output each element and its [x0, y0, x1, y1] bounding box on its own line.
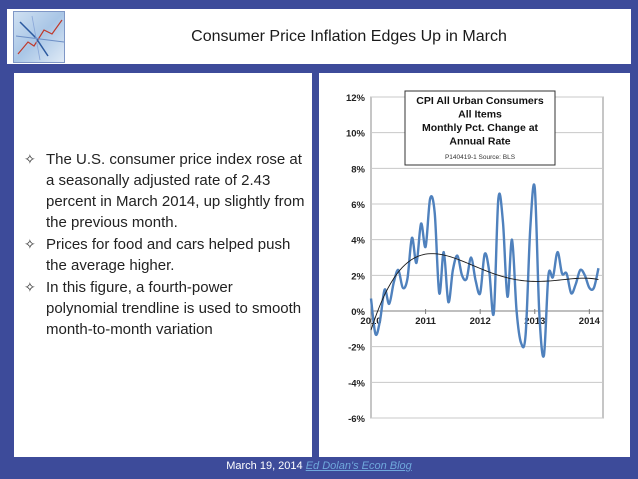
bullet-text: In this figure, a fourth-power polynomia…: [46, 279, 302, 338]
chart-source: P140419-1 Source: BLS: [445, 154, 516, 161]
bullet-item: ✧ In this figure, a fourth-power polynom…: [24, 277, 308, 340]
y-tick-label: -2%: [348, 343, 365, 354]
chart-title-line: Monthly Pct. Change at: [422, 122, 539, 134]
x-tick-label: 2013: [524, 316, 545, 327]
bullet-list: ✧ The U.S. consumer price index rose at …: [24, 149, 308, 341]
blog-logo-image: [13, 11, 65, 63]
map-graphic: [15, 15, 64, 61]
y-tick-label: 10%: [346, 129, 366, 140]
bullet-text: Prices for food and cars helped push the…: [46, 236, 291, 274]
bullet-text: The U.S. consumer price index rose at a …: [46, 151, 305, 231]
chart-title-box: [404, 90, 556, 166]
y-tick-label: -6%: [348, 414, 365, 425]
chart-title-line: Annual Rate: [449, 136, 510, 148]
chart-title-line: All Items: [458, 109, 502, 121]
star-bullet-icon: ✧: [24, 236, 36, 252]
bullet-item: ✧ Prices for food and cars helped push t…: [24, 234, 308, 276]
y-tick-label: 0%: [351, 307, 365, 318]
y-tick-label: 6%: [351, 200, 365, 211]
star-bullet-icon: ✧: [24, 151, 36, 167]
chart-title-line: CPI All Urban Consumers: [416, 95, 544, 107]
y-tick-label: 12%: [346, 93, 366, 104]
cpi-series-line: [369, 183, 600, 358]
y-tick-label: 8%: [351, 164, 365, 175]
page-title: Consumer Price Inflation Edges Up in Mar…: [191, 27, 507, 45]
footer: March 19, 2014 Ed Dolan's Econ Blog: [0, 460, 638, 472]
chart-panel: 12% 10% 8% 6% 4% 2% 0% -2% -4% -6% 2010 2011 2012 201…: [319, 73, 630, 457]
bullet-item: ✧ The U.S. consumer price index rose at …: [24, 149, 308, 233]
cpi-chart: 12% 10% 8% 6% 4% 2% 0% -2% -4% -6% 2010 2011 2012 201…: [346, 90, 604, 425]
star-bullet-icon: ✧: [24, 279, 36, 295]
x-tick-label: 2012: [470, 316, 491, 327]
blog-link[interactable]: Ed Dolan's Econ Blog: [305, 460, 412, 472]
x-tick-label: 2010: [360, 316, 381, 327]
footer-date: March 19, 2014: [226, 460, 303, 472]
x-tick-label: 2014: [579, 316, 601, 327]
bullet-panel: ✧ The U.S. consumer price index rose at …: [14, 73, 312, 457]
y-tick-label: 2%: [351, 271, 365, 282]
title-bar: Consumer Price Inflation Edges Up in Mar…: [7, 9, 631, 64]
y-tick-label: 4%: [351, 236, 365, 247]
y-tick-label: -4%: [348, 378, 365, 389]
trendline: [370, 253, 599, 331]
x-tick-label: 2011: [415, 316, 436, 327]
